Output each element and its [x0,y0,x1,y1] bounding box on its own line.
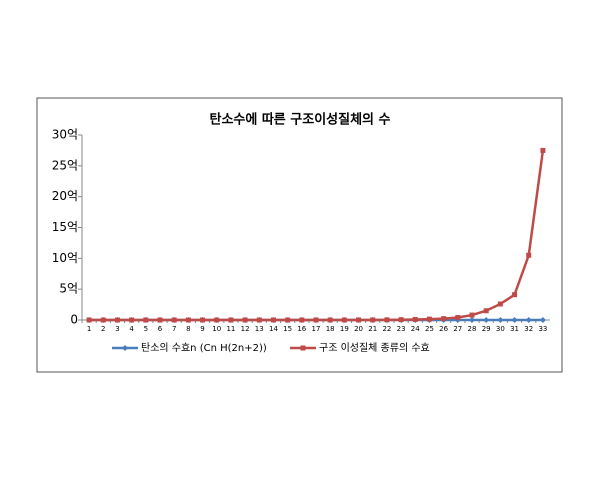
data-point [143,317,149,323]
data-point [455,315,461,321]
data-point [270,317,276,323]
x-tick-label: 17 [312,325,321,333]
x-tick-label: 15 [283,325,292,333]
data-point [200,317,206,323]
x-tick-label: 18 [326,325,335,333]
data-point [469,317,475,323]
data-point [511,317,518,323]
x-tick-label: 29 [482,325,491,333]
data-point [242,317,248,323]
data-point [185,317,191,323]
x-tick-label: 4 [129,325,134,333]
legend-label: 구조 이성질체 종류의 수효 [319,342,430,354]
data-point [256,317,262,323]
data-point [214,317,220,323]
data-point [300,345,306,351]
y-tick-label: 30억 [52,128,78,142]
x-tick-label: 24 [411,325,420,333]
data-point [285,317,291,323]
x-tick-label: 33 [538,325,547,333]
x-tick-label: 20 [354,325,363,333]
data-point [483,317,490,323]
data-point [157,317,163,323]
x-tick-label: 13 [255,325,264,333]
data-point [526,252,532,258]
data-point [299,317,305,323]
data-point [469,312,475,318]
y-tick-label: 0 [70,313,78,327]
x-tick-label: 19 [340,325,349,333]
x-tick-label: 10 [212,325,221,333]
data-point [441,316,447,322]
x-tick-label: 26 [439,325,448,333]
x-tick-label: 11 [226,325,235,333]
x-tick-label: 25 [425,325,434,333]
data-point [122,345,128,351]
data-point [370,317,376,323]
data-point [398,317,404,323]
data-point [412,316,418,322]
data-point [497,301,503,307]
data-point [483,308,489,314]
chart-border [36,97,563,373]
x-tick-label: 21 [368,325,377,333]
data-point [384,317,390,323]
data-point [341,317,347,323]
x-tick-label: 7 [172,325,176,333]
x-tick-label: 6 [158,325,163,333]
x-tick-label: 14 [269,325,278,333]
legend-label: 탄소의 수효n (Cn H(2n+2)) [141,342,267,354]
data-point [497,317,504,323]
x-tick-label: 22 [382,325,391,333]
data-point [100,317,106,323]
data-point [525,317,532,323]
x-tick-label: 16 [297,325,306,333]
x-tick-label: 27 [453,325,462,333]
x-tick-label: 12 [241,325,250,333]
y-tick-label: 10억 [52,251,78,265]
y-tick-label: 25억 [52,158,78,172]
data-point [356,317,362,323]
y-tick-label: 5억 [59,282,78,296]
x-tick-label: 2 [101,325,105,333]
x-tick-label: 28 [468,325,477,333]
x-tick-label: 3 [115,325,119,333]
chart-title: 탄소수에 따른 구조이성질체의 수 [209,112,390,128]
x-tick-label: 23 [397,325,406,333]
data-point [171,317,177,323]
x-tick-label: 1 [87,325,91,333]
y-tick-label: 15억 [52,220,78,234]
x-tick-label: 32 [524,325,533,333]
x-tick-label: 30 [496,325,505,333]
data-point [114,317,120,323]
x-tick-label: 8 [186,325,190,333]
x-tick-label: 31 [510,325,519,333]
data-point [540,147,546,153]
x-tick-label: 5 [144,325,148,333]
data-point [129,317,135,323]
data-point [86,317,92,323]
data-point [539,317,546,323]
data-point [426,316,432,322]
x-tick-label: 9 [200,325,204,333]
y-tick-label: 20억 [52,189,78,203]
data-point [327,317,333,323]
data-point [512,292,518,298]
data-point [228,317,234,323]
data-point [313,317,319,323]
